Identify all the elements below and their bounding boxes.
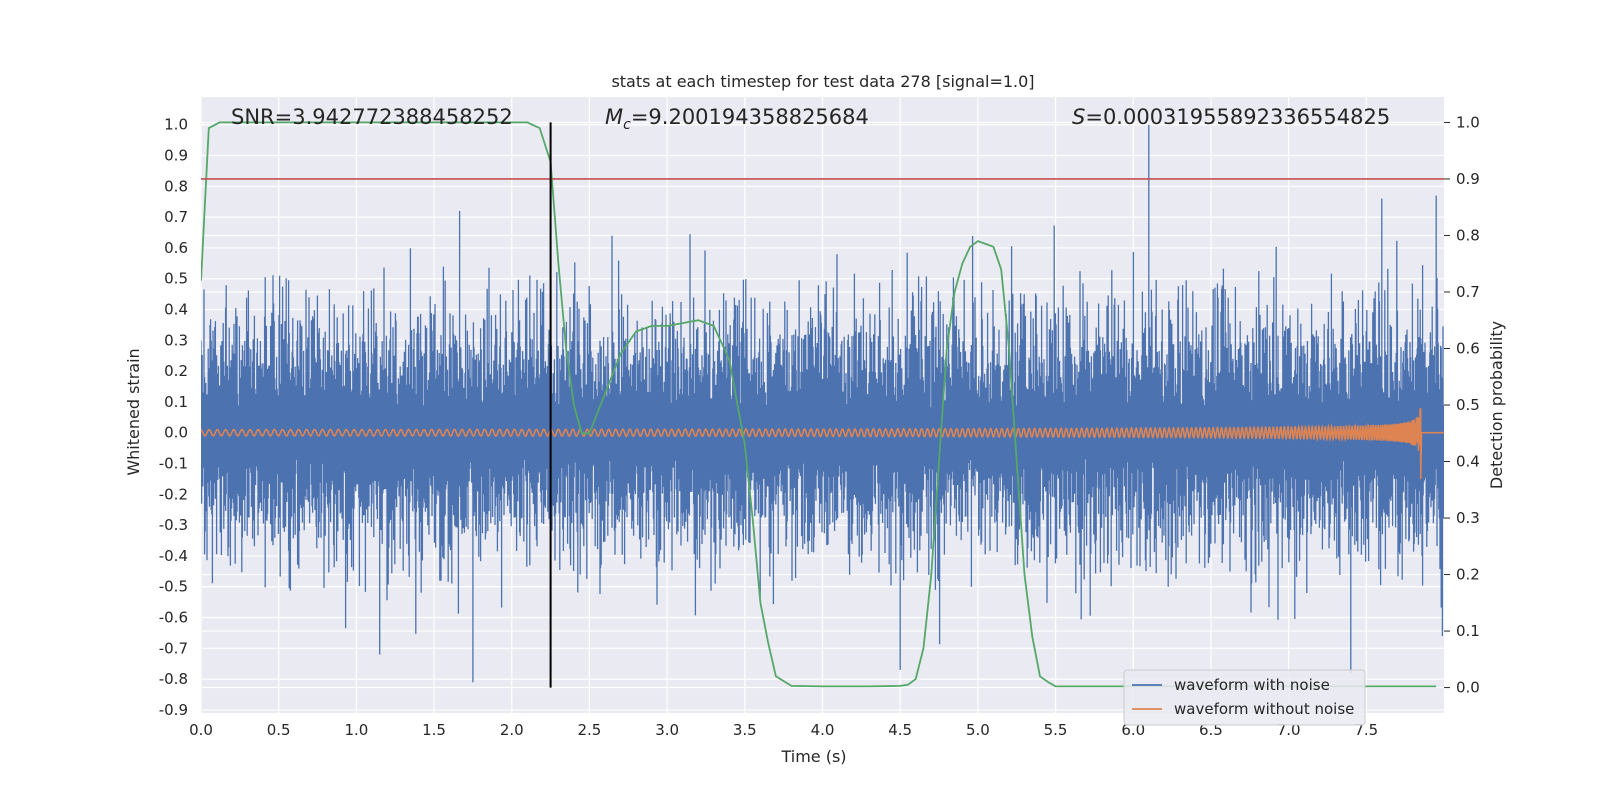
y-right-axis-label: Detection probability [1487, 321, 1506, 489]
y-left-tick-label: -0.1 [159, 455, 188, 473]
y-left-tick-label: 0.4 [164, 301, 188, 319]
series-detection-probability [201, 121, 1437, 688]
s-value: =0.00031955892336554825 [1085, 105, 1390, 129]
y-left-tick-label: 0.8 [164, 177, 188, 195]
y-left-tick-label: 0.5 [164, 270, 188, 288]
legend-label-clean: waveform without noise [1174, 700, 1354, 718]
x-tick-label: 3.0 [655, 721, 679, 739]
y-left-tick-label: 0.9 [164, 147, 188, 165]
y-left-tick-label: 0.1 [164, 393, 188, 411]
x-tick-label: 1.0 [344, 721, 368, 739]
y-right-tick-label: 0.5 [1456, 396, 1480, 414]
y-right-tick-label: 0.9 [1456, 170, 1480, 188]
y-left-tick-label: 0.0 [164, 424, 188, 442]
y-right-tick-label: 0.7 [1456, 283, 1480, 301]
y-left-tick-label: -0.3 [159, 516, 188, 534]
x-tick-label: 5.0 [966, 721, 990, 739]
chirp-mass-symbol: M [605, 105, 623, 129]
y-right-tick-label: 0.4 [1456, 453, 1480, 471]
chirp-mass-value: =9.200194358825684 [631, 105, 869, 129]
y-left-tick-label: -0.4 [159, 547, 188, 565]
y-left-tick-label: 0.2 [164, 362, 188, 380]
clean-trace [201, 408, 1444, 479]
y-right-tick-label: 1.0 [1456, 113, 1480, 131]
legend: waveform with noise waveform without noi… [1123, 669, 1366, 726]
y-left-tick-label: 1.0 [164, 116, 188, 134]
s-symbol: S [1072, 105, 1085, 129]
y-left-axis-label: Whitened strain [124, 348, 143, 475]
y-right-axis-ticks: 0.0 0.1 0.2 0.3 0.4 0.5 0.6 0.7 0.8 0.9 1.0 [1444, 113, 1480, 697]
chart-title: stats at each timestep for test data 278… [611, 72, 1034, 91]
y-left-axis-ticks: -0.9 -0.8 -0.7 -0.6 -0.5 -0.4 -0.3 -0.2 -0.1 0.0 0… [159, 116, 188, 719]
y-right-tick-label: 0.8 [1456, 226, 1480, 244]
y-left-tick-label: -0.7 [159, 639, 188, 657]
s-annotation: S=0.00031955892336554825 [1072, 105, 1390, 129]
y-right-tick-label: 0.0 [1456, 679, 1480, 697]
snr-annotation: SNR=3.942772388458252 [231, 105, 513, 129]
y-left-tick-label: -0.8 [159, 670, 188, 688]
y-right-tick-label: 0.6 [1456, 339, 1480, 357]
x-tick-label: 1.5 [422, 721, 446, 739]
x-axis-label: Time (s) [780, 747, 846, 766]
x-tick-label: 5.5 [1044, 721, 1068, 739]
reference-lines [201, 122, 1444, 688]
x-tick-label: 0.5 [267, 721, 291, 739]
y-left-tick-label: 0.3 [164, 331, 188, 349]
y-left-tick-label: 0.6 [164, 239, 188, 257]
x-tick-label: 4.5 [888, 721, 912, 739]
chirp-mass-subscript: c [623, 117, 631, 133]
probability-trace [201, 121, 1437, 688]
y-left-tick-label: -0.6 [159, 609, 188, 627]
x-tick-label: 0.0 [189, 721, 213, 739]
y-right-tick-label: 0.3 [1456, 509, 1480, 527]
legend-label-noise: waveform with noise [1174, 676, 1330, 694]
series-waveform-without-noise [201, 408, 1444, 479]
y-left-tick-label: -0.9 [159, 701, 188, 719]
y-left-tick-label: -0.2 [159, 485, 188, 503]
chirp-mass-annotation: Mc=9.200194358825684 [605, 105, 869, 133]
x-tick-label: 2.5 [578, 721, 602, 739]
y-left-tick-label: 0.7 [164, 208, 188, 226]
x-tick-label: 2.0 [500, 721, 524, 739]
y-right-tick-label: 0.2 [1456, 566, 1480, 584]
y-left-tick-label: -0.5 [159, 578, 188, 596]
x-tick-label: 4.0 [811, 721, 835, 739]
x-tick-label: 3.5 [733, 721, 757, 739]
legend-box [1123, 669, 1366, 726]
y-right-tick-label: 0.1 [1456, 622, 1480, 640]
